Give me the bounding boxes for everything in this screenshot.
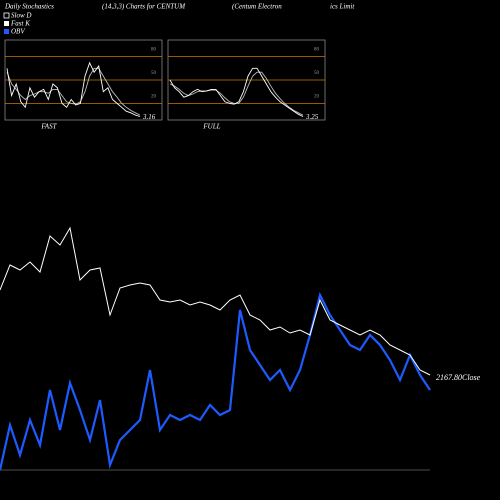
legend-label: Slow D	[11, 12, 31, 20]
line	[169, 67, 304, 117]
x-axis-label: FAST	[40, 123, 57, 131]
title: (14,3,3) Charts for CENTUM	[102, 3, 186, 11]
title: ics Limit	[330, 3, 355, 11]
x-axis-label: FULL	[202, 123, 220, 131]
value-label: 2167.80Close	[436, 373, 481, 382]
y-tick-label: 50	[151, 71, 157, 76]
value-label: 3.16	[142, 113, 156, 121]
y-tick-label: 80	[151, 48, 157, 53]
legend-swatch	[3, 12, 10, 19]
title: (Centum Electron	[232, 3, 282, 11]
line	[0, 226, 431, 376]
legend-label: OBV	[11, 28, 25, 36]
y-tick-label: 20	[151, 95, 157, 100]
legend-label: Fast K	[10, 20, 30, 28]
y-tick-label: 20	[314, 95, 320, 100]
title: Daily Stochastics	[4, 3, 54, 11]
legend-swatch	[4, 29, 9, 34]
line	[0, 291, 431, 471]
value-label: 3.25	[305, 113, 319, 121]
y-tick-label: 80	[314, 48, 320, 53]
y-tick-label: 50	[314, 71, 320, 76]
legend-swatch	[4, 21, 9, 26]
line	[6, 67, 141, 116]
line	[6, 61, 141, 117]
